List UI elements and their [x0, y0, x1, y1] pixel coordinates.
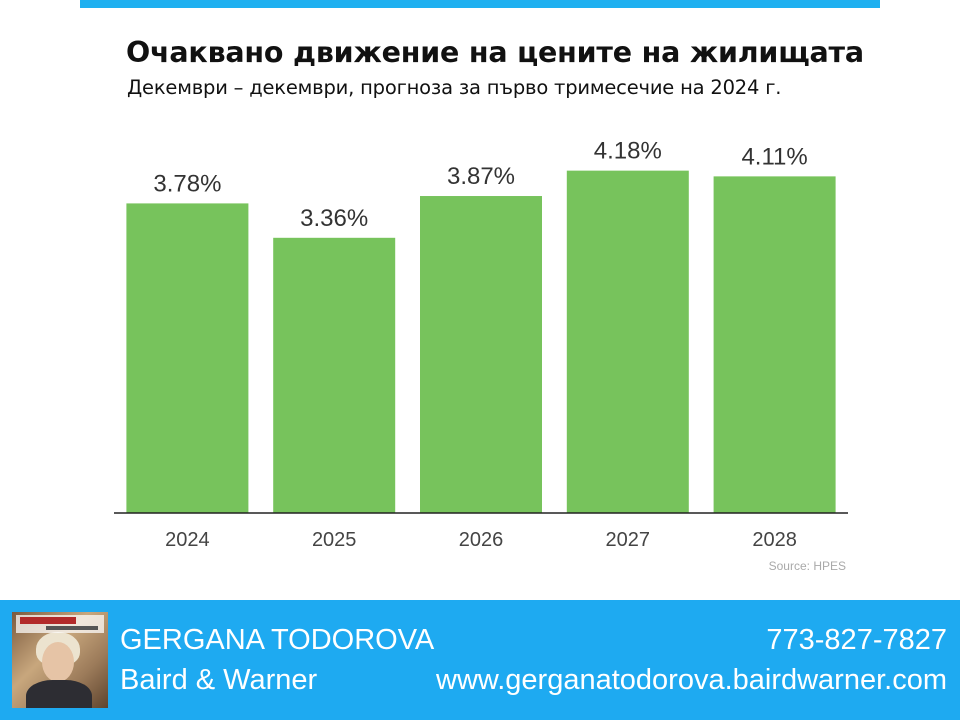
bar-2025 — [273, 237, 396, 514]
agent-name: GERGANA TODOROVA — [120, 624, 435, 656]
x-tick-label-2028: 2028 — [752, 529, 797, 551]
agent-phone[interactable]: 773-827-7827 — [766, 624, 947, 656]
x-tick-label-2026: 2026 — [459, 529, 504, 551]
data-label-2024: 3.78% — [153, 170, 221, 197]
agent-photo — [12, 612, 108, 708]
bar-2026 — [420, 196, 542, 513]
logo-mark-top-agent — [20, 617, 76, 624]
top-accent-stripe — [80, 0, 880, 8]
x-tick-label-2024: 2024 — [165, 529, 210, 551]
x-tick-label-2025: 2025 — [312, 529, 357, 551]
x-tick-label-2027: 2027 — [606, 529, 651, 551]
bar-2028 — [713, 176, 836, 513]
data-label-2026: 3.87% — [447, 163, 515, 190]
agent-footer: GERGANA TODOROVA Baird & Warner 773-827-… — [0, 600, 960, 720]
bar-2027 — [566, 170, 689, 513]
source-note: Source: HPES — [768, 559, 846, 573]
chart-subtitle: Декември – декември, прогноза за първо т… — [127, 76, 782, 99]
agent-company: Baird & Warner — [120, 664, 318, 696]
agent-website[interactable]: www.gerganatodorova.bairdwarner.com — [436, 664, 947, 696]
logo-mark-magazine — [46, 626, 98, 630]
data-label-2025: 3.36% — [300, 205, 368, 232]
top-agent-magazine-logo — [16, 615, 104, 633]
bar-chart: 3.78% 2024 3.36% 2025 3.87% 2026 4.18% 2027 4.11… — [114, 138, 848, 551]
chart-title: Очаквано движение на цените на жилищата — [126, 36, 864, 69]
agent-photo-face — [42, 642, 74, 682]
data-label-2027: 4.18% — [594, 138, 662, 165]
agent-photo-body — [26, 680, 92, 708]
bar-2024 — [126, 203, 249, 513]
data-label-2028: 4.11% — [741, 143, 807, 170]
